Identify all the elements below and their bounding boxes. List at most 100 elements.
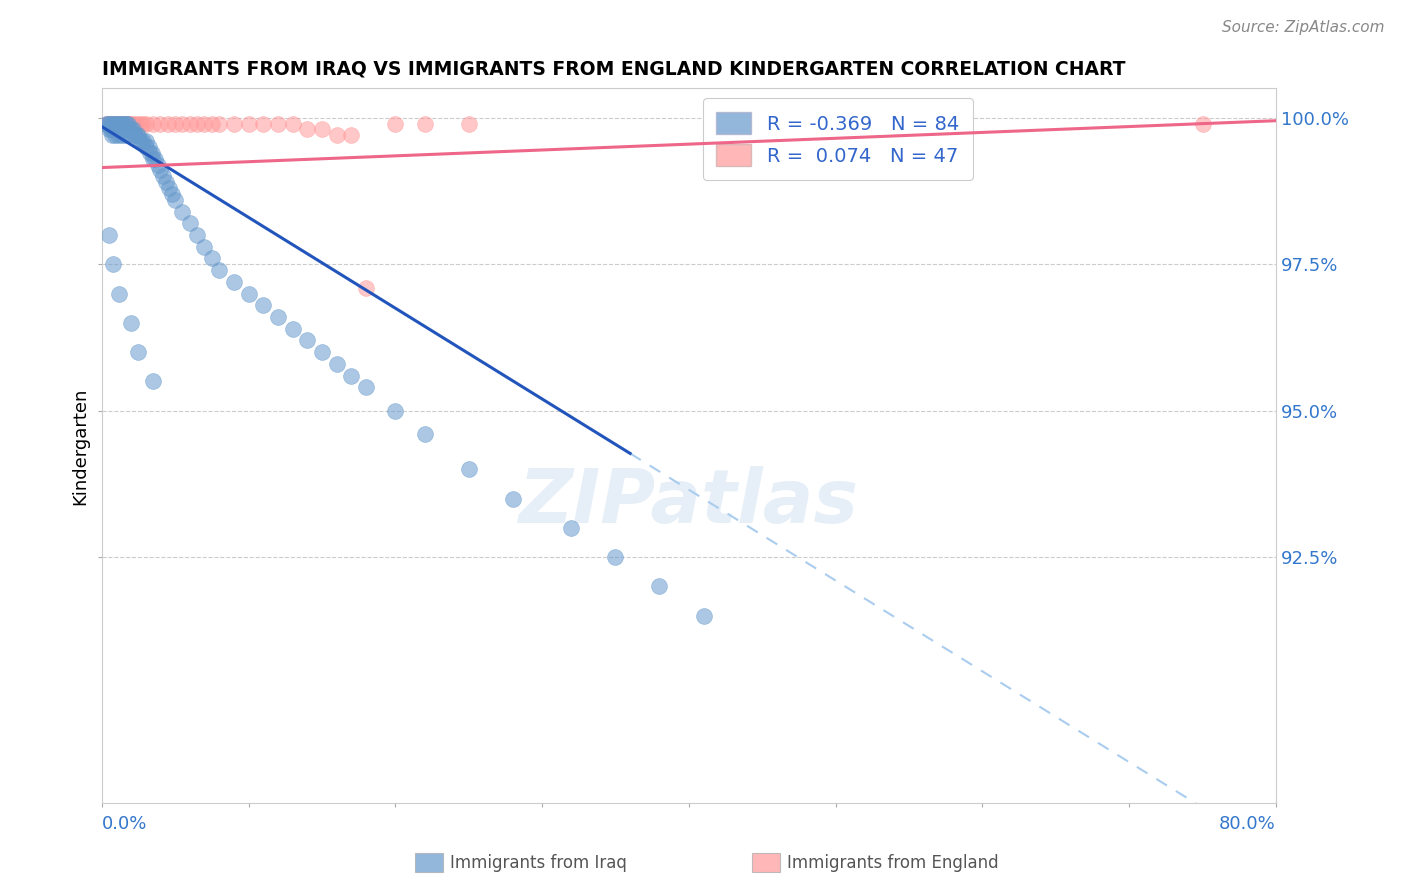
Point bbox=[103, 117, 125, 131]
Point bbox=[152, 169, 174, 184]
Point bbox=[108, 122, 131, 136]
Point bbox=[208, 117, 231, 131]
Point bbox=[179, 117, 201, 131]
Point bbox=[131, 134, 153, 148]
Point bbox=[297, 334, 319, 348]
Point bbox=[648, 579, 671, 593]
Point bbox=[110, 117, 132, 131]
Point bbox=[172, 204, 194, 219]
Point bbox=[281, 321, 304, 335]
Point bbox=[117, 122, 139, 136]
Point bbox=[156, 117, 179, 131]
Point bbox=[457, 462, 479, 476]
Point bbox=[149, 117, 172, 131]
Point bbox=[94, 117, 117, 131]
Point bbox=[121, 122, 143, 136]
Point bbox=[101, 117, 124, 131]
Point bbox=[114, 122, 136, 136]
Point bbox=[149, 163, 172, 178]
Point bbox=[340, 128, 363, 143]
Point bbox=[108, 286, 131, 301]
Point bbox=[118, 117, 141, 131]
Point bbox=[281, 117, 304, 131]
Point bbox=[98, 227, 121, 242]
Point bbox=[340, 368, 363, 383]
Point bbox=[98, 122, 121, 136]
Point bbox=[457, 117, 479, 131]
Point bbox=[117, 117, 139, 131]
Point bbox=[129, 117, 152, 131]
Point bbox=[502, 491, 524, 506]
Point bbox=[118, 122, 141, 136]
Point bbox=[127, 128, 149, 143]
Point bbox=[186, 117, 208, 131]
Point bbox=[105, 117, 128, 131]
Point bbox=[384, 117, 406, 131]
Point bbox=[413, 427, 436, 442]
Point bbox=[1191, 117, 1213, 131]
Point bbox=[100, 122, 122, 136]
Point bbox=[101, 117, 124, 131]
Point bbox=[114, 117, 136, 131]
Point bbox=[222, 275, 245, 289]
Legend: R = -0.369   N = 84, R =  0.074   N = 47: R = -0.369 N = 84, R = 0.074 N = 47 bbox=[703, 98, 973, 180]
Point bbox=[94, 117, 117, 131]
Point bbox=[267, 310, 290, 324]
Point bbox=[112, 128, 135, 143]
Point bbox=[165, 117, 187, 131]
Point bbox=[297, 122, 319, 136]
Point bbox=[107, 117, 129, 131]
Point bbox=[208, 263, 231, 277]
Point bbox=[142, 152, 165, 166]
Point bbox=[146, 158, 169, 172]
Point bbox=[114, 117, 136, 131]
Text: 80.0%: 80.0% bbox=[1219, 815, 1277, 833]
Point bbox=[98, 117, 121, 131]
Point bbox=[132, 117, 155, 131]
Point bbox=[117, 117, 139, 131]
Point bbox=[107, 117, 129, 131]
Point bbox=[267, 117, 290, 131]
Point bbox=[112, 117, 135, 131]
Point bbox=[193, 240, 215, 254]
Point bbox=[129, 134, 152, 148]
Point bbox=[120, 122, 142, 136]
Point bbox=[155, 175, 177, 189]
Point bbox=[124, 128, 146, 143]
Point bbox=[105, 122, 128, 136]
Point bbox=[135, 140, 157, 154]
Point bbox=[172, 117, 194, 131]
Point bbox=[193, 117, 215, 131]
Point bbox=[413, 117, 436, 131]
Point bbox=[132, 134, 155, 148]
Point bbox=[157, 181, 180, 195]
Point bbox=[120, 117, 142, 131]
Point bbox=[311, 345, 333, 359]
Point bbox=[252, 298, 274, 312]
Point bbox=[108, 117, 131, 131]
Point bbox=[135, 134, 157, 148]
Point bbox=[238, 286, 260, 301]
Point bbox=[107, 128, 129, 143]
Point bbox=[165, 193, 187, 207]
Point bbox=[325, 128, 347, 143]
Point bbox=[125, 117, 148, 131]
Point bbox=[112, 117, 135, 131]
Point bbox=[127, 345, 149, 359]
Point bbox=[115, 117, 138, 131]
Point bbox=[201, 117, 224, 131]
Point bbox=[103, 122, 125, 136]
Point bbox=[97, 117, 120, 131]
Point bbox=[141, 145, 163, 160]
Point bbox=[354, 280, 377, 294]
Point bbox=[325, 357, 347, 371]
Point bbox=[222, 117, 245, 131]
Point bbox=[100, 117, 122, 131]
Point bbox=[160, 186, 183, 201]
Point bbox=[122, 128, 145, 143]
Point bbox=[179, 216, 201, 230]
Point bbox=[98, 117, 121, 131]
Point bbox=[101, 128, 124, 143]
Point bbox=[104, 117, 127, 131]
Point bbox=[120, 316, 142, 330]
